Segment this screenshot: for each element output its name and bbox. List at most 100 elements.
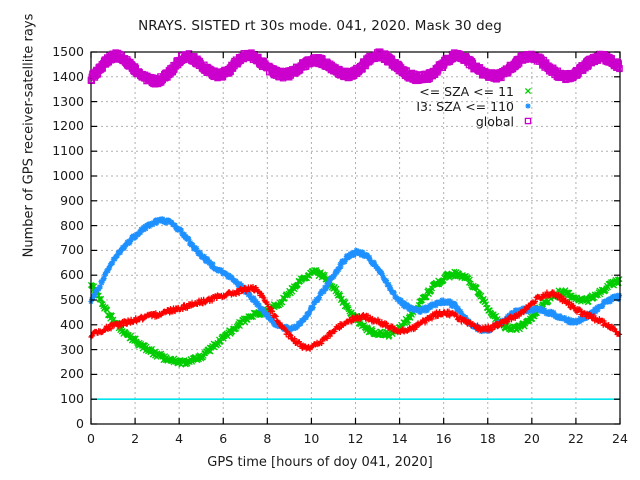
data-point [110, 260, 116, 266]
y-tick-label: 1400 [52, 68, 84, 84]
data-point [287, 332, 293, 338]
data-point [525, 309, 532, 315]
data-point [101, 275, 107, 282]
data-point [99, 280, 105, 286]
data-point [439, 297, 445, 303]
chart-title: NRAYS. SISTED rt 30s mode. 041, 2020. Ma… [138, 18, 502, 34]
data-point [112, 256, 118, 262]
x-tick-label: 0 [87, 431, 95, 446]
data-point [413, 324, 420, 330]
data-point [268, 305, 275, 311]
data-point [565, 316, 572, 322]
data-point [450, 304, 456, 310]
data-point [580, 316, 586, 322]
y-tick-label: 1000 [52, 168, 84, 183]
data-point [140, 227, 147, 233]
data-point [601, 318, 607, 324]
y-tick-label: 1500 [52, 44, 84, 59]
data-point [303, 315, 309, 321]
data-point [616, 296, 622, 302]
y-tick-label: 0 [76, 416, 84, 431]
data-point [542, 307, 548, 313]
data-point [128, 237, 134, 243]
data-point [133, 234, 139, 240]
data-point [124, 321, 130, 327]
data-point [105, 268, 111, 274]
y-tick-label: 500 [60, 292, 84, 307]
data-point [292, 336, 298, 342]
data-point [104, 306, 111, 314]
data-point [160, 216, 166, 222]
data-point [524, 117, 532, 125]
data-point [615, 61, 622, 68]
data-point [171, 308, 177, 314]
series-red-series [88, 284, 623, 352]
y-tick-label: 700 [60, 242, 84, 258]
data-point [256, 302, 262, 308]
data-point [544, 289, 550, 295]
y-tick-label: 200 [60, 366, 84, 382]
data-point [92, 292, 98, 298]
data-point [137, 230, 143, 236]
x-tick-label: 24 [612, 431, 628, 446]
data-point [121, 245, 127, 252]
data-point [332, 328, 338, 335]
data-point [386, 281, 392, 287]
data-point [454, 313, 460, 319]
legend-label: <= SZA <= 11 [419, 84, 514, 99]
data-point [342, 299, 349, 306]
data-point [391, 290, 397, 296]
data-point [218, 267, 224, 273]
data-point [491, 324, 498, 331]
data-point [204, 256, 211, 262]
x-tick-label: 14 [391, 431, 408, 446]
data-point [315, 297, 321, 303]
x-tick-label: 16 [435, 431, 452, 446]
data-point [131, 63, 139, 71]
data-point [478, 292, 485, 299]
data-point [473, 284, 480, 292]
data-point [158, 350, 165, 357]
data-point [407, 314, 414, 321]
data-point [610, 296, 616, 302]
data-point [431, 71, 439, 78]
y-tick-label: 600 [60, 267, 84, 283]
data-point [202, 300, 208, 306]
data-point [323, 285, 329, 291]
data-point [334, 269, 340, 276]
data-point [492, 312, 500, 320]
data-point [148, 345, 156, 353]
data-point [89, 296, 96, 302]
x-axis-label: GPS time [hours of doy 041, 2020] [207, 455, 433, 470]
data-point [153, 220, 160, 226]
data-point [504, 70, 511, 77]
data-point [197, 250, 204, 257]
data-point [319, 340, 325, 347]
data-point [457, 308, 464, 314]
data-point [562, 314, 568, 321]
data-point [233, 291, 239, 298]
data-point [321, 289, 327, 295]
data-point [261, 295, 267, 301]
data-point [114, 253, 120, 259]
data-point [310, 304, 316, 311]
legend-marker-open-square [524, 117, 532, 125]
data-point [127, 58, 134, 66]
data-point [97, 284, 103, 290]
data-point [277, 320, 283, 326]
data-point [264, 311, 270, 317]
data-point [126, 240, 133, 246]
data-point [194, 245, 200, 252]
data-point [259, 305, 265, 312]
data-point [332, 271, 338, 277]
data-point [353, 247, 359, 253]
data-point [337, 292, 344, 299]
data-point [595, 307, 601, 313]
data-point [358, 252, 364, 258]
legend-marker-cross-x [524, 87, 532, 95]
data-point [285, 325, 291, 331]
x-tick-label: 12 [347, 431, 364, 446]
y-tick-label: 300 [60, 341, 84, 357]
data-point [513, 307, 519, 313]
